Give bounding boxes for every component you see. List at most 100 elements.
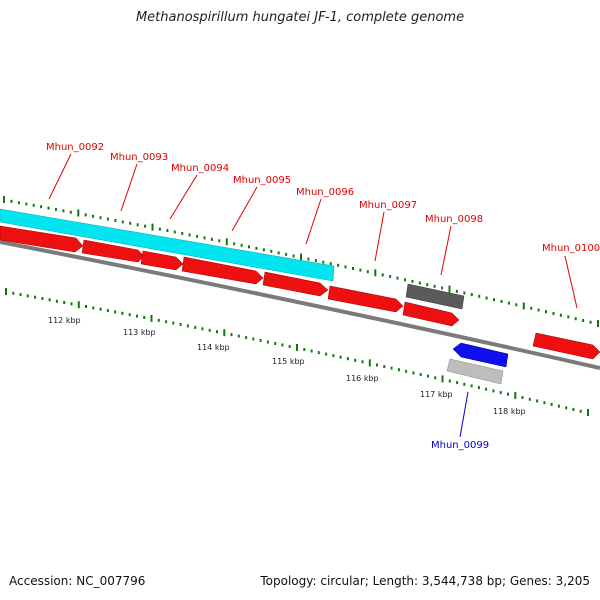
scale-tick [405,369,408,373]
gene-label-mhun-0092[interactable]: Mhun_0092 [46,142,104,153]
gene-arrow-mhun-0095[interactable] [181,256,264,285]
gene-arrow-mhun-0094[interactable] [140,250,184,271]
upper-tick [366,270,369,274]
upper-tick [300,253,302,261]
upper-tick [307,257,310,261]
gene-arrow-mhun-0093[interactable] [81,239,145,263]
upper-tick [92,214,95,218]
scale-tick [572,408,575,411]
scale-tick [281,343,284,347]
gene-arrow-mhun-0096[interactable] [262,271,329,297]
scale-tick [507,392,509,396]
gene-arrow-mhun-0098[interactable] [402,301,460,327]
gene-label-mhun-0100[interactable]: Mhun_0100 [542,243,600,254]
scale-tick [543,401,546,405]
upper-tick [270,249,273,253]
upper-tick [129,221,132,225]
gene-label-mhun-0098[interactable]: Mhun_0098 [425,214,483,225]
scale-tick [448,379,451,383]
scale-label-116: 116 kbp [346,374,379,383]
gene-label-mhun-0097[interactable]: Mhun_0097 [359,200,417,211]
scale-tick [397,368,400,372]
scale-tick [121,311,124,315]
upper-tick [426,283,429,287]
upper-tick [396,276,399,280]
upper-tick [106,217,109,221]
scale-tick [157,318,160,322]
upper-tick [582,319,585,322]
scale-label-114: 114 kbp [197,343,230,352]
scale-tick [48,298,51,302]
scale-tick [296,344,298,351]
scale-tick [55,299,58,303]
feature-dark[interactable] [405,283,465,310]
scale-tick [325,352,328,356]
scale-tick [550,402,553,406]
upper-tick [25,202,28,206]
accession-text: Accession: NC_007796 [9,574,146,588]
upper-tick [552,312,555,315]
scale-tick [136,314,138,318]
upper-tick [470,293,473,297]
upper-tick [455,289,458,293]
upper-tick [530,306,533,310]
upper-tick [463,291,466,295]
scale-tick [456,381,459,385]
scale-tick [565,406,568,410]
gene-arrow-mhun-0097[interactable] [327,285,404,313]
scale-tick [186,324,189,328]
map-title: Methanospirillum hungatei JF-1, complete… [135,10,465,25]
upper-tick [181,231,184,235]
scale-tick [70,302,73,306]
scale-tick [579,409,582,413]
upper-tick [537,308,540,312]
upper-tick [262,248,265,252]
scale-tick [12,291,15,295]
upper-tick [337,263,340,267]
upper-tick [344,265,347,269]
upper-tick [17,201,20,205]
upper-tick [47,206,50,210]
scale-tick [434,376,437,380]
upper-tick [173,230,176,234]
gene-label-mhun-0095[interactable]: Mhun_0095 [233,175,291,186]
scale-tick [463,382,466,386]
scale-tick [317,351,320,355]
gene-label-mhun-0099[interactable]: Mhun_0099 [431,440,489,451]
feature-light[interactable] [446,358,504,385]
upper-tick [210,237,213,241]
upper-tick [55,207,57,211]
upper-tick [478,294,481,298]
scale-tick [143,316,146,319]
scale-tick [92,306,95,310]
upper-tick [314,259,317,263]
gene-arrow-mhun-0099[interactable] [452,342,509,368]
scale-tick [376,363,378,367]
scale-tick [441,375,444,383]
scale-tick [194,325,197,329]
scale-tick [412,371,415,375]
gene-label-mhun-0093[interactable]: Mhun_0093 [110,152,168,163]
scale-tick [230,333,233,337]
upper-tick [589,320,592,324]
scale-tick [470,384,473,388]
upper-tick [448,285,451,293]
upper-tick [225,238,228,246]
scale-tick [368,359,371,367]
scale-tick [245,336,248,340]
upper-tick [285,252,288,256]
scale-tick-track [5,288,589,416]
gene-label-mhun-0094[interactable]: Mhun_0094 [171,163,229,174]
scale-tick [99,307,102,311]
upper-tick [3,196,5,203]
upper-tick [574,317,577,321]
scale-tick [114,310,117,314]
scale-tick [274,342,277,345]
gene-label-mhun-0096[interactable]: Mhun_0096 [296,187,354,198]
upper-tick [329,262,332,266]
gene-arrow-mhun-0092[interactable] [0,225,84,253]
upper-tick [121,220,124,224]
upper-tick [40,205,43,209]
upper-tick [32,203,35,207]
gene-arrow-mhun-0100[interactable] [532,332,600,360]
